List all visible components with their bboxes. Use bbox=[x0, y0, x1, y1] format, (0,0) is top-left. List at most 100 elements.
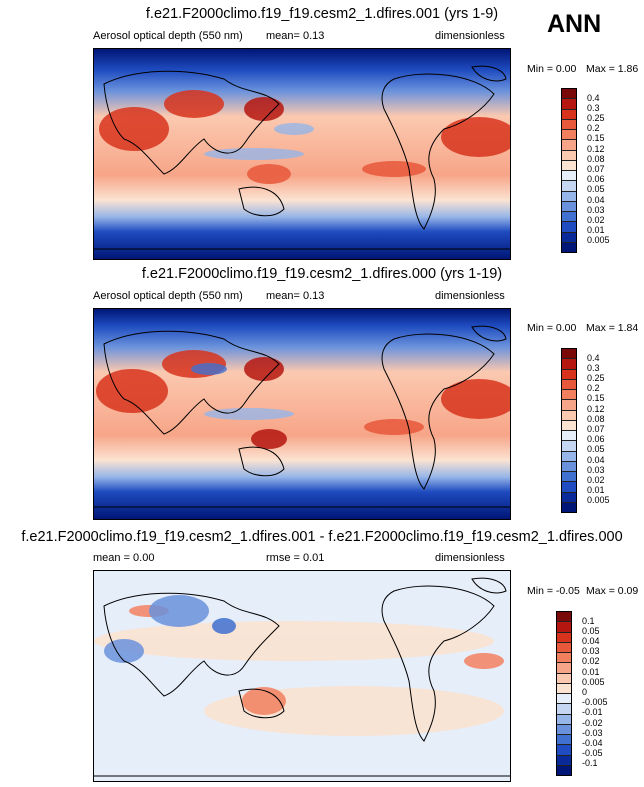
colorbar-cell bbox=[557, 704, 571, 715]
colorbar-cell bbox=[562, 400, 576, 411]
colorbar-tick-label: 0.005 bbox=[587, 235, 610, 246]
panel3-rmse: rmse = 0.01 bbox=[266, 552, 325, 564]
colorbar-tick-label: 0.04 bbox=[587, 454, 605, 465]
panel1-map bbox=[93, 48, 511, 260]
colorbar-cell bbox=[562, 119, 576, 130]
colorbar-cell bbox=[562, 420, 576, 431]
panel2-title: f.e21.F2000climo.f19_f19.cesm2_1.dfires.… bbox=[141, 266, 503, 282]
colorbar-tick-label: 0.12 bbox=[587, 403, 605, 414]
panel2-variable: Aerosol optical depth (550 nm) bbox=[93, 290, 243, 302]
panel1-min: Min = 0.00 bbox=[527, 63, 577, 75]
colorbar-tick-label: -0.005 bbox=[582, 697, 608, 708]
colorbar-cell bbox=[562, 212, 576, 223]
colorbar-tick-label: 0.1 bbox=[582, 615, 595, 626]
colorbar-tick-label: 0.01 bbox=[587, 485, 605, 496]
panel1-mean: mean= 0.13 bbox=[266, 30, 325, 42]
panel3-mean: mean = 0.00 bbox=[93, 552, 155, 564]
colorbar-cell bbox=[557, 683, 571, 694]
colorbar-cell bbox=[557, 735, 571, 746]
colorbar-tick-label: 0.12 bbox=[587, 143, 605, 154]
panel2-max: Max = 1.84 bbox=[586, 322, 639, 334]
colorbar-cell bbox=[562, 482, 576, 493]
colorbar-tick-label: -0.04 bbox=[582, 737, 603, 748]
colorbar-cell bbox=[562, 451, 576, 462]
panel1-title: f.e21.F2000climo.f19_f19.cesm2_1.dfires.… bbox=[145, 6, 499, 22]
colorbar-cell bbox=[562, 410, 576, 421]
panel1-colorbar bbox=[561, 88, 577, 253]
panel3-min: Min = -0.05 bbox=[527, 585, 580, 597]
colorbar-cell bbox=[562, 222, 576, 233]
panel1-max: Max = 1.86 bbox=[586, 63, 639, 75]
panel3-colorbar-labels: 0.1 0.05 0.04 0.03 0.02 0.01 0.005 0 -0.005 -0.01… bbox=[582, 611, 637, 776]
panel1-units: dimensionless bbox=[435, 30, 505, 42]
colorbar-cell bbox=[562, 99, 576, 110]
colorbar-tick-label: -0.01 bbox=[582, 707, 603, 718]
panel3-units: dimensionless bbox=[435, 552, 505, 564]
colorbar-cell bbox=[562, 472, 576, 483]
panel2-colorbar-labels: 0.4 0.3 0.25 0.2 0.15 0.12 0.08 0.07 0.06 0.05 0.0… bbox=[587, 348, 637, 513]
colorbar-tick-label: 0.25 bbox=[587, 373, 605, 384]
colorbar-cell bbox=[562, 181, 576, 192]
colorbar-cell bbox=[557, 622, 571, 633]
panel1-colorbar-labels: 0.4 0.3 0.25 0.2 0.15 0.12 0.08 0.07 0.06 0.05 0.0… bbox=[587, 88, 637, 253]
colorbar-tick-label: 0.03 bbox=[587, 464, 605, 475]
colorbar-cell bbox=[562, 201, 576, 212]
colorbar-tick-label: 0.08 bbox=[587, 153, 605, 164]
colorbar-cell bbox=[562, 441, 576, 452]
colorbar-tick-label: 0.06 bbox=[587, 434, 605, 445]
colorbar-tick-label: 0.07 bbox=[587, 424, 605, 434]
colorbar-cell bbox=[562, 349, 576, 360]
colorbar-tick-label: -0.05 bbox=[582, 748, 603, 759]
colorbar-tick-label: 0.02 bbox=[582, 656, 600, 667]
colorbar-tick-label: 0.005 bbox=[582, 676, 605, 687]
colorbar-tick-label: 0.15 bbox=[587, 133, 605, 144]
colorbar-tick-label: 0.01 bbox=[582, 666, 600, 677]
colorbar-tick-label: 0.2 bbox=[587, 383, 600, 394]
colorbar-cell bbox=[562, 369, 576, 380]
colorbar-cell bbox=[562, 390, 576, 401]
panel3-map bbox=[93, 570, 511, 782]
colorbar-cell bbox=[557, 714, 571, 725]
colorbar-cell bbox=[562, 140, 576, 151]
colorbar-cell bbox=[562, 461, 576, 472]
colorbar-tick-label: 0.005 bbox=[587, 495, 610, 506]
colorbar-tick-label: 0.05 bbox=[587, 184, 605, 195]
colorbar-cell bbox=[557, 653, 571, 664]
colorbar-tick-label: 0.06 bbox=[587, 174, 605, 185]
colorbar-cell bbox=[562, 492, 576, 503]
colorbar-cell bbox=[562, 431, 576, 442]
colorbar-cell bbox=[557, 642, 571, 653]
colorbar-cell bbox=[562, 150, 576, 161]
colorbar-tick-label: 0.02 bbox=[587, 214, 605, 225]
panel2-map bbox=[93, 308, 511, 520]
colorbar-cell bbox=[557, 755, 571, 766]
colorbar-tick-label: 0.4 bbox=[587, 352, 600, 363]
season-label: ANN bbox=[547, 10, 602, 38]
colorbar-cell bbox=[562, 359, 576, 370]
colorbar-cell bbox=[562, 130, 576, 141]
colorbar-tick-label: 0.02 bbox=[587, 474, 605, 485]
colorbar-cell bbox=[562, 89, 576, 100]
panel3-title: f.e21.F2000climo.f19_f19.cesm2_1.dfires.… bbox=[21, 529, 623, 545]
colorbar-tick-label: 0.04 bbox=[582, 636, 600, 647]
colorbar-tick-label: 0.4 bbox=[587, 92, 600, 103]
colorbar-cell bbox=[562, 109, 576, 120]
colorbar-cell bbox=[562, 502, 576, 512]
panel3-max: Max = 0.09 bbox=[586, 585, 639, 597]
colorbar-tick-label: 0.2 bbox=[587, 123, 600, 134]
colorbar-cell bbox=[562, 171, 576, 182]
colorbar-cell bbox=[557, 724, 571, 735]
colorbar-tick-label: 0.03 bbox=[582, 646, 600, 657]
panel1-variable: Aerosol optical depth (550 nm) bbox=[93, 30, 243, 42]
colorbar-tick-label: -0.02 bbox=[582, 717, 603, 728]
colorbar-tick-label: 0 bbox=[582, 687, 588, 697]
colorbar-tick-label: -0.1 bbox=[582, 758, 598, 769]
colorbar-cell bbox=[562, 242, 576, 252]
coastlines bbox=[94, 65, 510, 250]
panel2-colorbar bbox=[561, 348, 577, 513]
colorbar-tick-label: 0.15 bbox=[587, 393, 605, 404]
panel2-units: dimensionless bbox=[435, 290, 505, 302]
colorbar-tick-label: 0.01 bbox=[587, 225, 605, 236]
colorbar-cell bbox=[562, 160, 576, 171]
colorbar-tick-label: -0.03 bbox=[582, 727, 603, 738]
